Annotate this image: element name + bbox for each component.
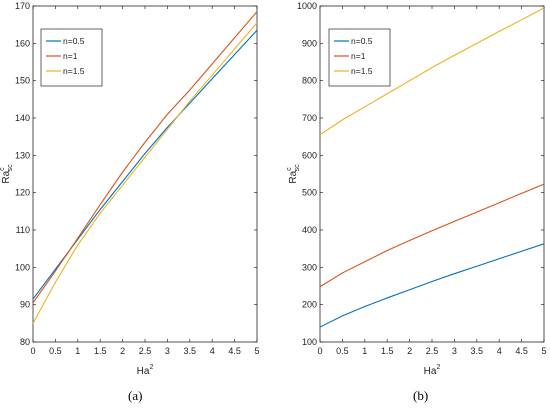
legend-box (328, 28, 391, 87)
caption-a: (a) (128, 388, 143, 403)
y-tick-label: 1000 (297, 1, 317, 11)
x-tick-label: 2 (120, 346, 125, 356)
series-line (32, 11, 258, 304)
x-axis-label: Ha2 (137, 364, 154, 377)
x-tick-label: 4.5 (515, 346, 528, 356)
y-tick-label: 90 (20, 300, 30, 310)
y-tick-label: 130 (15, 150, 30, 160)
y-axis-label: Racsc (286, 164, 301, 184)
y-tick-label: 150 (15, 76, 30, 86)
chart-panel-b: 0 0.5 1 1.5 2 2.5 3 3.5 4 4.5 5 100 200 300 400 500 600 7… (286, 1, 547, 377)
legend-label: n=0.5 (63, 36, 85, 46)
caption-b: (b) (413, 388, 429, 403)
y-tick-label: 500 (302, 188, 317, 198)
x-tick-label: 3 (452, 346, 457, 356)
x-tick-label: 1.5 (94, 346, 107, 356)
x-tick-label: 2.5 (139, 346, 152, 356)
legend-label: n=1 (63, 51, 78, 61)
legend-box (40, 28, 103, 87)
x-tick-label: 0 (30, 346, 35, 356)
y-tick-label: 200 (302, 300, 317, 310)
x-tick-label: 3.5 (471, 346, 484, 356)
y-tick-label: 110 (16, 225, 30, 235)
x-tick-label: 0.5 (336, 346, 349, 356)
series-line (32, 22, 258, 324)
legend-label: n=1.5 (351, 66, 373, 76)
x-tick-label: 5 (541, 346, 546, 356)
y-tick-label: 100 (302, 337, 317, 347)
y-tick-label: 170 (15, 1, 30, 11)
y-tick-label: 400 (302, 225, 317, 235)
x-tick-label: 1 (75, 346, 80, 356)
legend-label: n=0.5 (351, 36, 373, 46)
y-tick-label: 120 (15, 188, 30, 198)
series-line (319, 243, 545, 328)
y-tick-label: 600 (302, 150, 317, 160)
y-tick-label: 700 (302, 113, 317, 123)
x-tick-label: 1.5 (381, 346, 394, 356)
x-tick-label: 4 (497, 346, 502, 356)
legend-label: n=1.5 (63, 66, 85, 76)
y-tick-label: 160 (15, 38, 30, 48)
x-tick-label: 4 (210, 346, 215, 356)
x-tick-label: 3.5 (184, 346, 197, 356)
x-tick-label: 5 (254, 346, 259, 356)
chart-panel-a: 0 0.5 1 1.5 2 2.5 3 3.5 4 4.5 5 80 90 100 110 120 130 140… (0, 1, 260, 377)
x-tick-label: 3 (165, 346, 170, 356)
y-tick-label: 300 (302, 262, 317, 272)
y-tick-label: 140 (15, 113, 30, 123)
x-axis-label: Ha2 (424, 364, 441, 377)
x-tick-label: 2.5 (426, 346, 439, 356)
series-line (319, 7, 545, 136)
y-tick-label: 800 (302, 76, 317, 86)
y-tick-label: 100 (15, 262, 30, 272)
x-tick-label: 1 (362, 346, 367, 356)
x-tick-label: 4.5 (228, 346, 241, 356)
x-tick-label: 2 (407, 346, 412, 356)
x-tick-label: 0 (317, 346, 322, 356)
x-tick-label: 0.5 (49, 346, 62, 356)
legend-label: n=1 (351, 51, 366, 61)
y-tick-label: 900 (302, 38, 317, 48)
y-axis-label: Racsc (0, 164, 14, 184)
y-tick-label: 80 (20, 337, 30, 347)
series-line (319, 183, 545, 288)
